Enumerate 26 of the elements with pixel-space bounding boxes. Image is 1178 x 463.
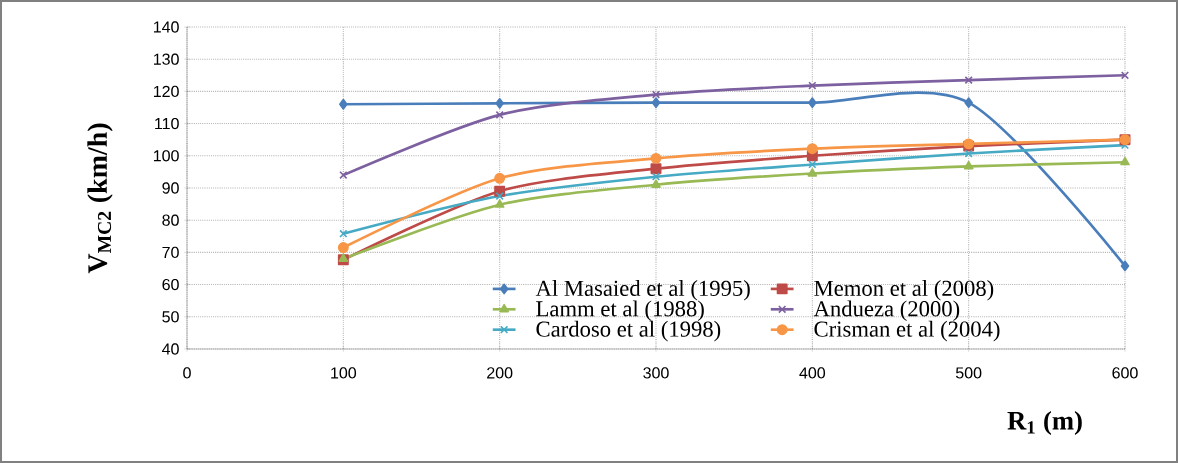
x-tick-label: 100 [331,367,357,379]
legend-label: Crisman et al (2004) [814,320,1000,342]
legend-label: Lamm et al (1988) [536,300,704,321]
text: V$_{MC2}$ (km/h) [87,123,113,274]
x-tick-label: 0 [183,367,191,379]
legend-label: Andueza (2000) [813,300,960,321]
x-tick-label: 300 [643,367,669,379]
y-tick-label: 40 [162,343,179,355]
y-tick-label: 100 [153,150,179,162]
x-tick-label: 400 [799,367,826,379]
y-tick-label: 110 [155,117,179,130]
legend-label: Cardoso et al (1998) [536,320,721,342]
x-tick-label: 500 [955,367,982,379]
x-tick-label: 600 [1112,367,1138,379]
y-tick-label: 90 [162,182,179,194]
y-tick-label: 140 [153,21,179,33]
x-tick-label: 200 [487,367,513,379]
y-tick-label: 70 [162,246,179,259]
y-tick-label: 50 [162,311,179,323]
y-tick-label: 80 [162,214,179,226]
legend-label: Memon et al (2008) [814,280,994,301]
y-tick-label: 120 [153,85,179,98]
legend-label: Al Masaied et al (1995) [535,280,750,301]
y-tick-label: 60 [162,278,179,291]
text: R$_{1}$ (m) [1007,410,1082,436]
y-tick-label: 130 [153,53,179,65]
